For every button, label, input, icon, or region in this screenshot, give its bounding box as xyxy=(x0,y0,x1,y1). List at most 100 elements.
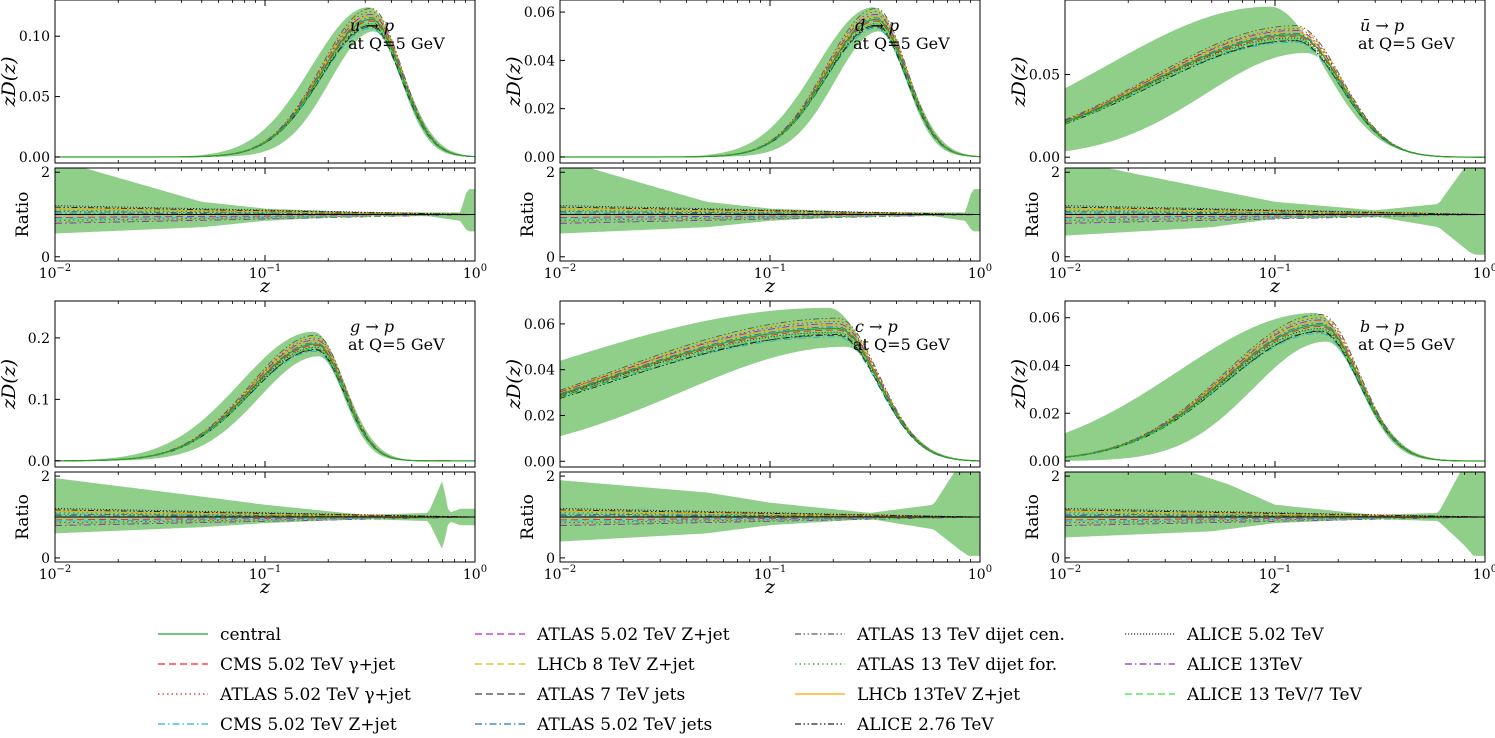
series-5-ratio-u xyxy=(55,214,475,217)
series-5-ratio-g xyxy=(55,516,475,519)
series-11-ratio-d xyxy=(560,206,980,215)
series-12-ratio-u xyxy=(55,205,475,215)
series-8-line-b xyxy=(1065,314,1485,462)
uncertainty-band-c xyxy=(560,307,980,461)
legend-label: LHCb 13TeV Z+jet xyxy=(857,685,1020,705)
ytick-label: 0.1 xyxy=(28,392,50,408)
xtick-label-base: 10 xyxy=(968,266,986,282)
series-5-ratio-ubar xyxy=(1065,214,1485,217)
legend-label: LHCb 8 TeV Z+jet xyxy=(537,655,695,675)
x-axis-label: z xyxy=(1269,576,1281,598)
xtick-label-base: 10 xyxy=(39,266,57,282)
top-plot-u xyxy=(55,7,475,158)
legend-item: ATLAS 13 TeV dijet for. xyxy=(795,655,1057,675)
series-4-ratio-g xyxy=(55,516,475,521)
series-11-ratio-c xyxy=(560,509,980,518)
series-13-ratio-g xyxy=(55,516,475,527)
series-14-ratio-d xyxy=(560,214,980,223)
xtick-label-base: 10 xyxy=(754,567,772,583)
legend-item: ATLAS 5.02 TeV Z+jet xyxy=(475,625,730,645)
y-axis-label: zD(z) xyxy=(503,359,525,410)
xtick-label: 10−2 xyxy=(544,564,577,583)
ytick-label: 0.0 xyxy=(28,454,50,470)
panel-title: c → p xyxy=(855,317,898,336)
legend-label: ATLAS 5.02 TeV Z+jet xyxy=(536,625,730,645)
xtick-label-exp: 0 xyxy=(1491,263,1495,274)
uncertainty-band-g xyxy=(55,331,475,461)
series-12-ratio-d xyxy=(560,205,980,215)
ytick-label: 0.04 xyxy=(1029,358,1060,374)
ratio-ytick-label: 0 xyxy=(1051,551,1060,567)
uncertainty-band-d xyxy=(560,7,980,157)
series-8-line-c xyxy=(560,317,980,462)
ytick-label: 0.2 xyxy=(28,331,50,347)
xtick-label-base: 10 xyxy=(39,567,57,583)
xtick-label-exp: 0 xyxy=(1491,564,1495,575)
ytick-label: 0.10 xyxy=(19,29,50,45)
uncertainty-band-u xyxy=(55,7,475,157)
xtick-label-base: 10 xyxy=(544,266,562,282)
series-4-ratio-c xyxy=(560,516,980,521)
xtick-label-base: 10 xyxy=(544,567,562,583)
xtick-label: 10−2 xyxy=(39,263,72,282)
xtick-label: 10−1 xyxy=(249,263,282,282)
xtick-label: 10−2 xyxy=(1049,263,1082,282)
ytick-label: 0.04 xyxy=(524,53,555,69)
uncertainty-band-b xyxy=(1065,312,1485,461)
series-12-ratio-b xyxy=(1065,507,1485,518)
ratio-ytick-label: 2 xyxy=(1051,469,1060,485)
xtick-label: 100 xyxy=(968,263,992,282)
xtick-label-exp: −2 xyxy=(1067,263,1082,274)
central-line-ubar xyxy=(1065,34,1485,158)
xtick-label: 10−1 xyxy=(754,263,787,282)
y-axis-label: zD(z) xyxy=(1008,359,1030,410)
panel-subtitle: at Q=5 GeV xyxy=(1358,34,1455,53)
y-axis-label: zD(z) xyxy=(503,56,525,107)
xtick-label: 10−1 xyxy=(1259,263,1292,282)
series-11-ratio-b xyxy=(1065,509,1485,518)
xtick-label-base: 10 xyxy=(463,266,481,282)
xtick-label-exp: 0 xyxy=(986,564,992,575)
ratio-ytick-label: 2 xyxy=(41,165,50,181)
series-12-ratio-g xyxy=(55,507,475,518)
top-plot-g xyxy=(55,331,475,462)
ratio-plot-ubar xyxy=(1065,168,1485,255)
x-axis-label: z xyxy=(764,576,776,598)
ratio-plot-b xyxy=(1065,472,1485,556)
x-axis-label: z xyxy=(259,576,271,598)
xtick-label-exp: −1 xyxy=(1277,564,1292,575)
legend-label: ATLAS 13 TeV dijet for. xyxy=(856,655,1057,675)
ratio-ytick-label: 0 xyxy=(1051,250,1060,266)
series-12-ratio-c xyxy=(560,507,980,518)
legend-item: ALICE 13 TeV/7 TeV xyxy=(1125,685,1363,705)
legend-label: ALICE 5.02 TeV xyxy=(1186,625,1324,645)
xtick-label-exp: −1 xyxy=(772,564,787,575)
legend-item: ATLAS 13 TeV dijet cen. xyxy=(795,625,1065,645)
ratio-plot-g xyxy=(55,478,475,549)
panel-subtitle: at Q=5 GeV xyxy=(348,34,445,53)
series-13-ratio-b xyxy=(1065,516,1485,527)
xtick-label-exp: 0 xyxy=(481,564,487,575)
ratio-ytick-label: 2 xyxy=(546,165,555,181)
series-4-ratio-d xyxy=(560,214,980,218)
xtick-label: 100 xyxy=(1473,263,1495,282)
series-4-ratio-b xyxy=(1065,516,1485,521)
series-14-ratio-ubar xyxy=(1065,214,1485,223)
y-axis-label: zD(z) xyxy=(0,56,20,107)
ratio-axis-label: Ratio xyxy=(1023,192,1043,238)
xtick-label-exp: −1 xyxy=(267,263,282,274)
series-7-line-c xyxy=(560,326,980,462)
panel-title: g → p xyxy=(350,317,394,336)
ratio-ytick-label: 0 xyxy=(546,250,555,266)
xtick-label: 10−2 xyxy=(544,263,577,282)
ytick-label: 0.00 xyxy=(1029,454,1060,470)
ytick-label: 0.06 xyxy=(524,5,555,21)
series-5-line-g xyxy=(55,336,475,462)
central-line-d xyxy=(560,18,980,158)
panel-title: ū → p xyxy=(1360,16,1404,35)
